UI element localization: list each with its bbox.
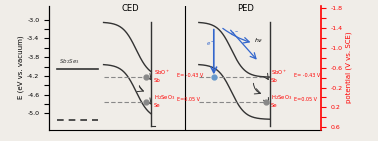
Text: E=0.05 V: E=0.05 V bbox=[294, 97, 317, 102]
Text: E= -0.43 V: E= -0.43 V bbox=[177, 73, 203, 78]
Text: $e^-$: $e^-$ bbox=[230, 30, 239, 38]
Text: $e^-$: $e^-$ bbox=[206, 40, 215, 48]
Text: H$_2$SeO$_3$
Se: H$_2$SeO$_3$ Se bbox=[154, 93, 175, 108]
Text: SbO$^+$
Sb: SbO$^+$ Sb bbox=[154, 68, 170, 83]
Text: hν: hν bbox=[255, 38, 262, 43]
Text: E= -0.43 V: E= -0.43 V bbox=[294, 73, 320, 78]
Text: H$_2$SeO$_3$
Se: H$_2$SeO$_3$ Se bbox=[271, 93, 292, 108]
Text: PED: PED bbox=[237, 4, 254, 13]
Text: E=0.05 V: E=0.05 V bbox=[177, 97, 200, 102]
Y-axis label: E (eV vs. vacuum): E (eV vs. vacuum) bbox=[18, 36, 25, 100]
Text: CED: CED bbox=[122, 4, 139, 13]
Text: Sb$_2$Se$_3$: Sb$_2$Se$_3$ bbox=[59, 57, 79, 66]
Y-axis label: potential (V vs. SCE): potential (V vs. SCE) bbox=[346, 32, 352, 103]
Text: SbO$^+$
Sb: SbO$^+$ Sb bbox=[271, 68, 287, 83]
